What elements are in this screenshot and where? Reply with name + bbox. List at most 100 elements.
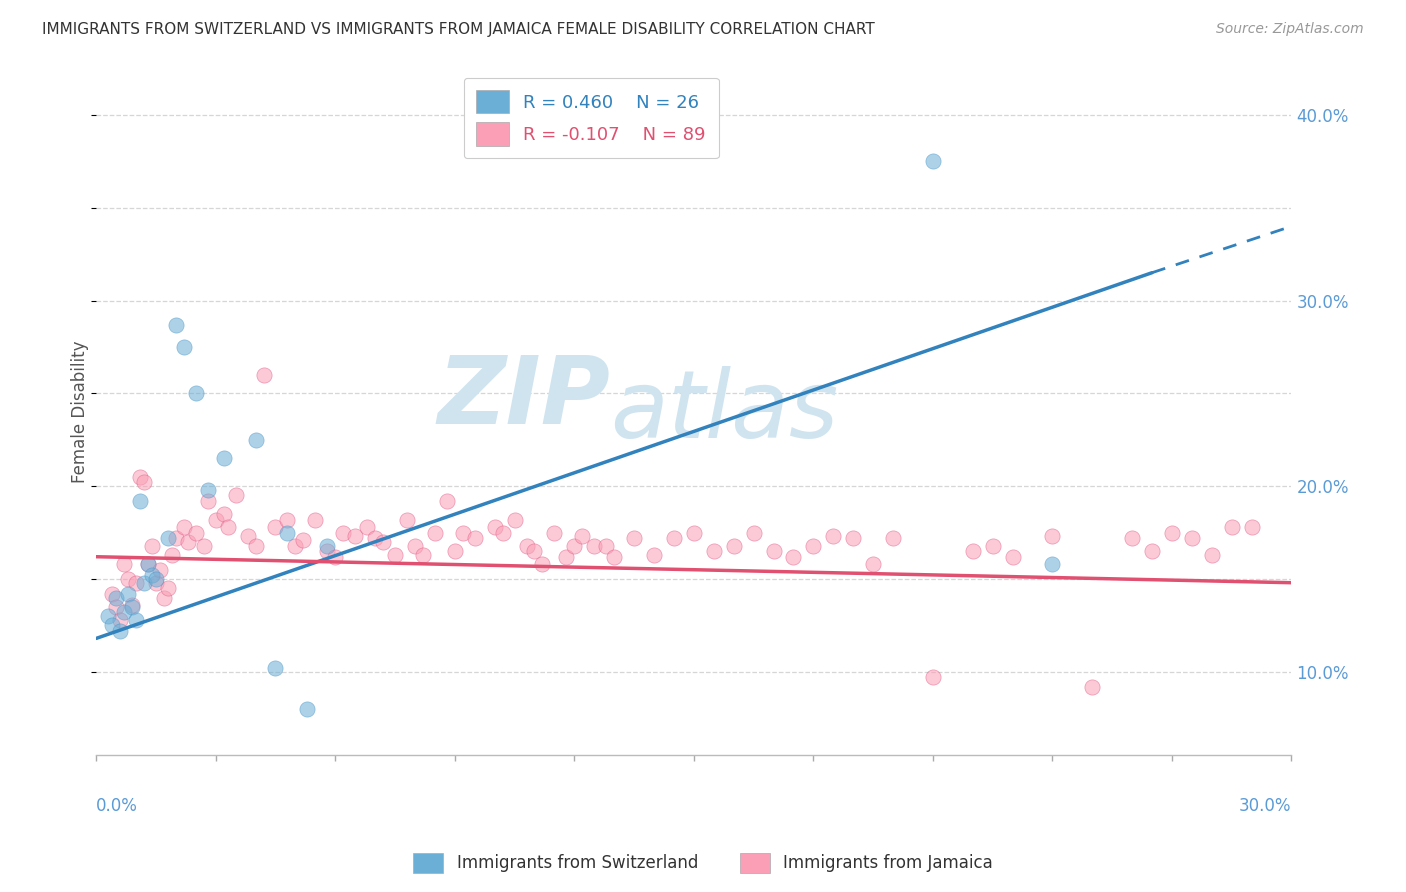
Point [153, 591, 176, 605]
Point [129, 494, 152, 508]
Point [1042, 529, 1064, 543]
Point [236, 529, 259, 543]
Point [484, 520, 506, 534]
Point [371, 534, 394, 549]
Point [364, 531, 387, 545]
Text: 30.0%: 30.0% [1239, 797, 1292, 814]
Point [145, 572, 167, 586]
Point [555, 549, 578, 564]
Point [801, 539, 824, 553]
Point [156, 531, 179, 545]
Point [101, 587, 124, 601]
Point [523, 544, 546, 558]
Point [297, 702, 319, 716]
Point [125, 575, 148, 590]
Point [464, 531, 486, 545]
Point [1042, 557, 1064, 571]
Point [204, 513, 226, 527]
Point [332, 525, 354, 540]
Point [165, 318, 187, 332]
Point [1081, 680, 1104, 694]
Point [962, 544, 984, 558]
Point [823, 529, 845, 543]
Point [125, 613, 148, 627]
Point [491, 525, 513, 540]
Point [1240, 520, 1263, 534]
Point [136, 557, 159, 571]
Point [1140, 544, 1163, 558]
Point [1161, 525, 1184, 540]
Point [423, 525, 446, 540]
Point [97, 609, 120, 624]
Point [583, 539, 606, 553]
Point [252, 368, 274, 382]
Point [356, 520, 378, 534]
Point [225, 488, 247, 502]
Point [981, 539, 1004, 553]
Point [643, 548, 665, 562]
Point [1201, 548, 1223, 562]
Point [412, 548, 434, 562]
Point [451, 525, 474, 540]
Point [136, 557, 159, 571]
Point [515, 539, 537, 553]
Point [264, 520, 287, 534]
Point [117, 587, 139, 601]
Point [842, 531, 865, 545]
Point [141, 568, 163, 582]
Text: atlas: atlas [610, 367, 838, 458]
Point [316, 539, 339, 553]
Point [662, 531, 685, 545]
Point [882, 531, 904, 545]
Point [276, 513, 298, 527]
Point [316, 544, 339, 558]
Point [121, 599, 143, 614]
Point [108, 613, 131, 627]
Point [160, 548, 183, 562]
Point [141, 539, 163, 553]
Point [132, 475, 155, 490]
Point [922, 154, 945, 169]
Point [395, 513, 418, 527]
Point [165, 531, 187, 545]
Point [862, 557, 884, 571]
Point [264, 661, 287, 675]
Point [703, 544, 725, 558]
Point [121, 598, 143, 612]
Point [197, 483, 219, 497]
Point [212, 507, 235, 521]
Point [543, 525, 565, 540]
Point [108, 624, 131, 638]
Point [105, 591, 128, 605]
Point [531, 557, 554, 571]
Text: Source: ZipAtlas.com: Source: ZipAtlas.com [1216, 22, 1364, 37]
Point [603, 549, 626, 564]
Point [682, 525, 704, 540]
Point [443, 544, 465, 558]
Point [173, 340, 195, 354]
Point [197, 494, 219, 508]
Point [436, 494, 458, 508]
Point [132, 575, 155, 590]
Point [184, 386, 207, 401]
Point [1121, 531, 1143, 545]
Legend: Immigrants from Switzerland, Immigrants from Jamaica: Immigrants from Switzerland, Immigrants … [406, 847, 1000, 880]
Point [723, 539, 745, 553]
Point [145, 575, 167, 590]
Point [1220, 520, 1243, 534]
Point [245, 539, 267, 553]
Point [922, 670, 945, 684]
Point [129, 470, 152, 484]
Point [762, 544, 785, 558]
Point [245, 433, 267, 447]
Point [276, 525, 298, 540]
Point [117, 572, 139, 586]
Point [217, 520, 239, 534]
Point [503, 513, 526, 527]
Point [149, 563, 172, 577]
Point [1181, 531, 1204, 545]
Point [304, 513, 326, 527]
Point [623, 531, 645, 545]
Point [105, 599, 128, 614]
Point [112, 557, 135, 571]
